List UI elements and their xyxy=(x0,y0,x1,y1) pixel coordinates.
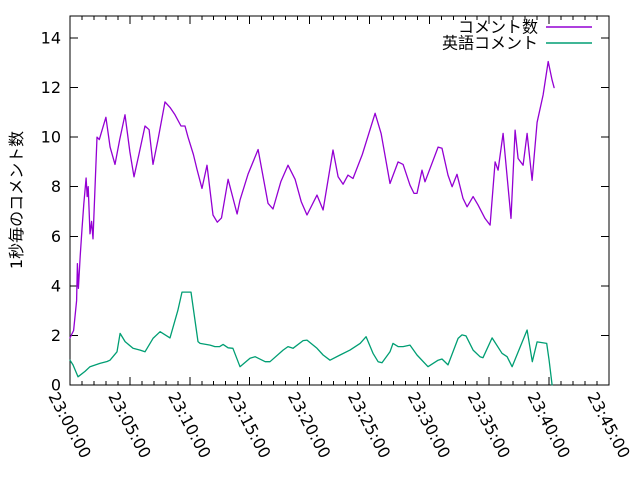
x-tick-label: 23:05:00 xyxy=(104,389,155,461)
x-tick-label: 23:15:00 xyxy=(224,389,275,461)
y-tick-label: 12 xyxy=(41,78,61,97)
y-tick-label: 4 xyxy=(51,276,61,295)
legend-label-0: コメント数 xyxy=(458,18,538,37)
x-tick-label: 23:10:00 xyxy=(164,389,215,461)
series-line-english-comment xyxy=(69,291,553,386)
x-tick-label: 23:40:00 xyxy=(524,389,575,461)
y-tick-label: 6 xyxy=(51,227,61,246)
plot-border xyxy=(69,15,610,386)
y-tick-label: 2 xyxy=(51,326,61,345)
x-tick-label: 23:45:00 xyxy=(583,389,634,461)
x-tick-label: 23:00:00 xyxy=(44,389,95,461)
series-line-comment-count xyxy=(69,60,555,339)
y-tick-label: 8 xyxy=(51,177,61,196)
legend-label-1: 英語コメント xyxy=(442,34,538,53)
x-tick-label: 23:35:00 xyxy=(464,389,515,461)
y-tick-label: 0 xyxy=(51,376,61,395)
x-tick-label: 23:30:00 xyxy=(404,389,455,461)
x-tick-label: 23:25:00 xyxy=(344,389,395,461)
y-axis-title: 1秒毎のコメント数 xyxy=(7,130,26,270)
x-tick-label: 23:20:00 xyxy=(284,389,335,461)
y-tick-label: 14 xyxy=(41,29,61,48)
y-tick-label: 10 xyxy=(41,128,61,147)
